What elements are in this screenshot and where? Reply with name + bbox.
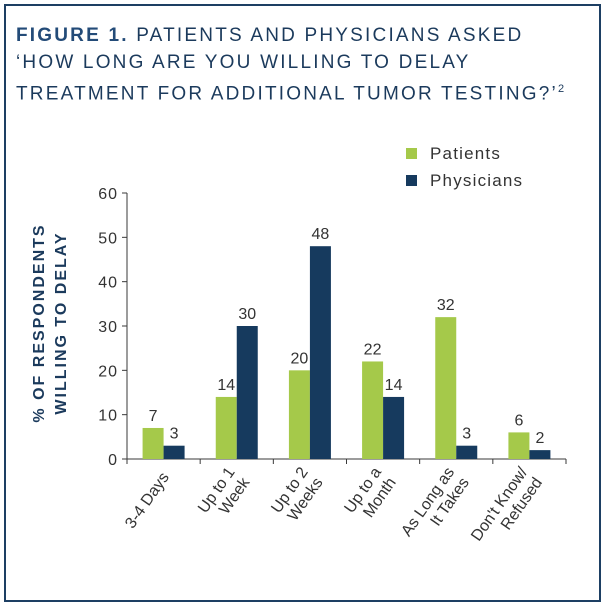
bar-value-label: 2 [535,430,544,447]
y-tick-label: 0 [108,452,118,469]
y-tick-label: 60 [98,186,118,203]
title-superscript: 2 [557,83,567,95]
bar-value-label: 14 [385,377,403,394]
x-category-label: 3-4 Days [122,470,173,532]
x-category-label: As Long asIt Takes [398,464,473,550]
bar-value-label: 7 [149,408,158,425]
x-category-label: Up to aMonth [341,464,399,526]
x-category-label: Up to 1Week [195,464,254,527]
bar-physicians [456,445,478,459]
y-tick-label: 20 [98,363,118,380]
bar-patients [508,432,530,459]
x-category-label: Don't Know/Refused [468,464,546,555]
bar-value-label: 22 [364,341,382,358]
bar-value-label: 30 [238,306,256,323]
legend-swatch-physicians [406,175,417,186]
title-line-2: ‘HOW LONG ARE YOU WILLING TO DELAY [16,52,471,73]
title-line-3: TREATMENT FOR ADDITIONAL TUMOR TESTING?’… [16,76,586,107]
bar-patients [362,361,384,459]
bar-physicians [383,396,405,459]
bar-value-label: 14 [217,377,235,394]
y-tick-label: 40 [98,275,118,292]
figure-title: FIGURE 1. PATIENTS AND PHYSICIANS ASKED … [16,22,586,107]
y-tick-label: 50 [98,230,118,247]
title-text-3: TREATMENT FOR ADDITIONAL TUMOR TESTING?’ [16,83,558,105]
bar-physicians [309,246,331,459]
bar-patients [215,396,237,459]
x-category-label-line: 3-4 Days [122,470,173,532]
y-tick-label: 30 [98,319,118,336]
bar-value-label: 3 [170,426,179,443]
bar-patients [142,427,164,459]
figure-frame [4,4,601,602]
bar-value-label: 20 [291,350,309,367]
y-axis-title: % OF RESPONDENTS WILLING TO DELAY [31,223,70,422]
x-category-label: Up to 2Weeks [268,464,326,526]
legend-swatch-patients [406,148,417,159]
legend-label-patients: Patients [430,144,501,163]
title-line-1: FIGURE 1. PATIENTS AND PHYSICIANS ASKED [16,22,586,49]
bar-patients [435,317,457,459]
bar-physicians [236,326,258,459]
bar-patients [288,370,310,459]
bar-value-label: 3 [462,426,471,443]
bar-physicians [163,445,185,459]
bar-value-label: 48 [312,226,330,243]
title-text-1: PATIENTS AND PHYSICIANS ASKED [136,25,524,46]
figure-label: FIGURE 1. [16,25,129,46]
legend-label-physicians: Physicians [430,171,523,190]
y-tick-label: 10 [98,408,118,425]
bar-value-label: 6 [514,412,523,429]
y-axis-title-line: % OF RESPONDENTS [31,223,48,422]
bar-value-label: 32 [437,297,455,314]
bar-physicians [529,450,551,459]
y-axis-title-line: WILLING TO DELAY [53,231,70,414]
